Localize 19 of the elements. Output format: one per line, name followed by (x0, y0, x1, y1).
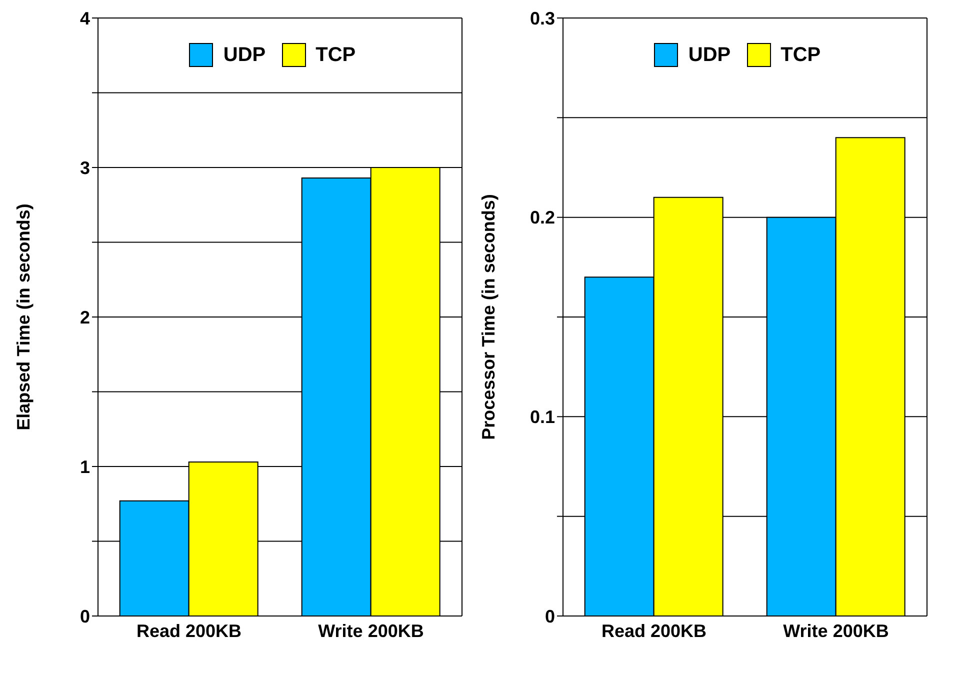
legend-label: UDP (687, 43, 731, 67)
y-tick-label: 4 (80, 8, 90, 28)
y-axis-title: Elapsed Time (in seconds) (13, 204, 34, 430)
y-tick-label: 2 (80, 307, 90, 328)
legend-label: TCP (780, 43, 821, 67)
x-tick-label: Write 200KB (783, 620, 889, 641)
legend-label: TCP (314, 43, 356, 67)
legend-label: UDP (222, 43, 266, 67)
y-tick-label: 0.3 (530, 8, 555, 28)
y-tick-label: 3 (80, 158, 90, 178)
x-tick-label: Write 200KB (318, 620, 424, 641)
y-axis-title: Processor Time (in seconds) (478, 194, 498, 440)
y-tick-label: 1 (80, 456, 90, 477)
y-tick-label: 0.1 (530, 407, 555, 428)
x-tick-label: Read 200KB (601, 620, 707, 641)
x-tick-label: Read 200KB (136, 620, 242, 641)
y-tick-label: 0 (80, 606, 90, 626)
y-tick-label: 0 (544, 606, 555, 626)
y-tick-label: 0.2 (530, 208, 555, 228)
